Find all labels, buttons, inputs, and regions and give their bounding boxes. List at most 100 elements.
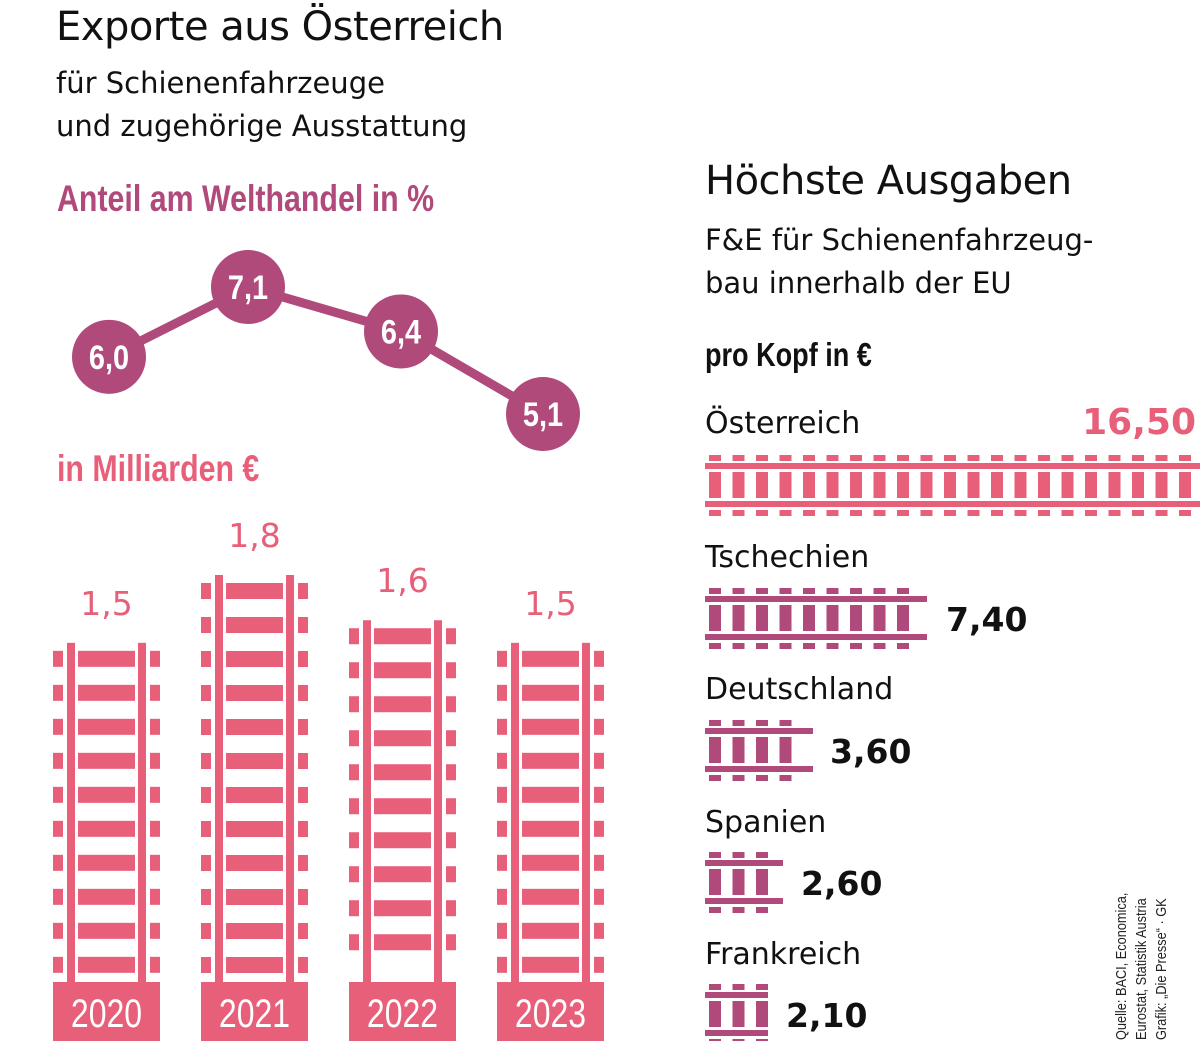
tie (803, 510, 815, 516)
year-box (497, 982, 604, 1041)
tie (446, 832, 456, 849)
tie (78, 820, 135, 837)
tie (522, 854, 579, 871)
tie (897, 588, 909, 594)
tie (709, 472, 721, 498)
export-value-label: 1,5 (524, 584, 576, 623)
tie (803, 605, 815, 631)
tie (446, 662, 456, 679)
left-subtitle-line2: und zugehörige Ausstattung (56, 109, 468, 143)
tie (298, 821, 308, 837)
tie (850, 588, 862, 594)
tie (1155, 472, 1168, 498)
rd-bar (705, 852, 783, 913)
tie (446, 934, 456, 951)
tie (298, 889, 308, 905)
tie (779, 737, 792, 763)
tie (850, 455, 862, 461)
year-label: 2022 (367, 991, 438, 1036)
rail (582, 642, 590, 982)
tie (1108, 455, 1121, 461)
tie (53, 922, 63, 939)
tie (497, 752, 507, 769)
tie (709, 588, 721, 594)
tie (150, 922, 160, 939)
tie (756, 852, 768, 858)
tie (779, 720, 792, 726)
tie (201, 787, 211, 803)
tie (226, 753, 283, 769)
tie (201, 685, 211, 701)
tie (1061, 472, 1074, 498)
tie (826, 455, 839, 461)
tie (897, 455, 909, 461)
tie (826, 605, 839, 631)
tie (756, 775, 768, 781)
tie (709, 510, 721, 516)
tie (850, 605, 862, 631)
tie (732, 869, 745, 895)
tie (1014, 472, 1027, 498)
tie (298, 651, 308, 667)
country-value: 16,50 (1082, 402, 1196, 443)
rail (511, 642, 519, 982)
tie (226, 617, 283, 633)
tie (53, 718, 63, 735)
rail (705, 860, 783, 866)
tie (779, 588, 792, 594)
export-bar: 2021 1,8 (201, 516, 308, 1041)
tie (826, 510, 839, 516)
tie (226, 583, 283, 599)
tie (78, 888, 135, 905)
tie (349, 662, 359, 679)
share-point (72, 319, 146, 394)
tie (349, 866, 359, 883)
tie (226, 923, 283, 939)
tie (497, 820, 507, 837)
tie (1179, 455, 1191, 461)
tie (298, 787, 308, 803)
tie (349, 934, 359, 951)
tie (920, 510, 933, 516)
tie (756, 984, 768, 990)
tie (967, 510, 980, 516)
tie (732, 455, 745, 461)
tie (709, 643, 721, 649)
tie (756, 472, 768, 498)
tie (709, 775, 721, 781)
tie (53, 752, 63, 769)
tie (732, 775, 745, 781)
unit-label: pro Kopf in € (705, 336, 872, 373)
rail (67, 642, 75, 982)
tie (201, 821, 211, 837)
tie (78, 684, 135, 701)
tie (594, 888, 604, 905)
tie (78, 718, 135, 735)
tie (944, 455, 956, 461)
right-subtitle-line2: bau innerhalb der EU (705, 266, 1012, 300)
tie (1038, 472, 1050, 498)
tie (374, 900, 431, 917)
tie (732, 720, 745, 726)
tie (298, 685, 308, 701)
tie (201, 617, 211, 633)
tie (497, 922, 507, 939)
tie (732, 472, 745, 498)
tie (201, 889, 211, 905)
tie (756, 720, 768, 726)
tie (756, 643, 768, 649)
tie (803, 643, 815, 649)
tie (374, 662, 431, 679)
share-point (506, 377, 580, 451)
tie (1155, 510, 1168, 516)
rail (705, 1030, 768, 1036)
tie (522, 820, 579, 837)
share-point-label: 7,1 (228, 268, 268, 307)
tie (78, 956, 135, 973)
tie (522, 956, 579, 973)
tie (991, 472, 1003, 498)
export-bar: 2022 1,6 (349, 561, 456, 1041)
year-box (53, 982, 160, 1041)
tie (873, 643, 886, 649)
tie (732, 1001, 745, 1027)
